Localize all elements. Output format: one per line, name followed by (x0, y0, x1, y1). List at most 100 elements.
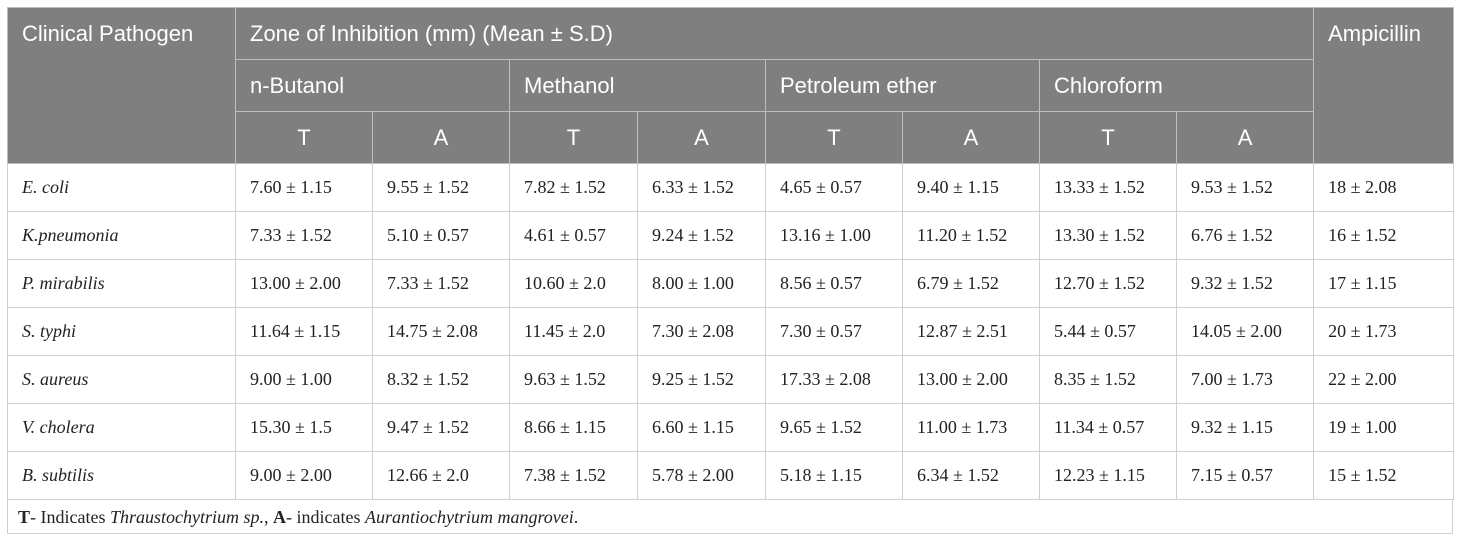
ampicillin-value-cell: 22 ± 2.00 (1313, 355, 1455, 404)
table-row: S. typhi 11.64 ± 1.15 14.75 ± 2.08 11.45 ± … (7, 307, 1455, 356)
inhibition-value-cell: 11.00 ± 1.73 (902, 403, 1040, 452)
inhibition-value-cell: 6.79 ± 1.52 (902, 259, 1040, 308)
inhibition-value-cell: 11.20 ± 1.52 (902, 211, 1040, 260)
inhibition-value-cell: 9.32 ± 1.15 (1175, 403, 1315, 452)
ampicillin-value-cell: 15 ± 1.52 (1313, 451, 1455, 500)
zone-of-inhibition-table: Clinical Pathogen Zone of Inhibition (mm… (7, 7, 1455, 500)
inhibition-value-cell: 8.56 ± 0.57 (765, 259, 903, 308)
footnote-a-text: - indicates (286, 507, 365, 527)
header-sub-t: T (509, 111, 638, 164)
inhibition-value-cell: 5.18 ± 1.15 (765, 451, 903, 500)
inhibition-value-cell: 9.32 ± 1.52 (1175, 259, 1315, 308)
footnote-a-species: Aurantiochytrium mangrovei (364, 507, 574, 527)
inhibition-value-cell: 9.53 ± 1.52 (1175, 163, 1315, 212)
inhibition-value-cell: 14.75 ± 2.08 (372, 307, 510, 356)
inhibition-value-cell: 13.16 ± 1.00 (765, 211, 903, 260)
inhibition-value-cell: 7.33 ± 1.52 (235, 211, 373, 260)
inhibition-value-cell: 10.60 ± 2.0 (509, 259, 638, 308)
inhibition-value-cell: 9.47 ± 1.52 (372, 403, 510, 452)
inhibition-value-cell: 13.30 ± 1.52 (1039, 211, 1177, 260)
table-row: V. cholera 15.30 ± 1.5 9.47 ± 1.52 8.66 ± 1… (7, 403, 1455, 452)
footnote-a-key: A (273, 507, 286, 527)
inhibition-value-cell: 9.00 ± 1.00 (235, 355, 373, 404)
inhibition-value-cell: 9.55 ± 1.52 (372, 163, 510, 212)
inhibition-value-cell: 12.23 ± 1.15 (1039, 451, 1177, 500)
pathogen-name-cell: P. mirabilis (7, 259, 236, 308)
inhibition-value-cell: 9.00 ± 2.00 (235, 451, 373, 500)
ampicillin-value-cell: 17 ± 1.15 (1313, 259, 1455, 308)
pathogen-name-cell: K.pneumonia (7, 211, 236, 260)
inhibition-value-cell: 6.60 ± 1.15 (637, 403, 766, 452)
inhibition-value-cell: 7.15 ± 0.57 (1175, 451, 1315, 500)
header-zone-of-inhibition: Zone of Inhibition (mm) (Mean ± S.D) (234, 7, 1315, 60)
header-sub-t: T (235, 111, 373, 164)
inhibition-value-cell: 7.30 ± 2.08 (637, 307, 766, 356)
inhibition-value-cell: 12.70 ± 1.52 (1039, 259, 1177, 308)
inhibition-value-cell: 4.65 ± 0.57 (765, 163, 903, 212)
pathogen-name-cell: V. cholera (7, 403, 236, 452)
header-solvent-n-butanol: n-Butanol (235, 59, 510, 112)
inhibition-value-cell: 7.60 ± 1.15 (235, 163, 373, 212)
inhibition-value-cell: 4.61 ± 0.57 (509, 211, 638, 260)
footnote-t-species: Thraustochytrium sp. (109, 507, 264, 527)
pathogen-name-cell: B. subtilis (7, 451, 236, 500)
inhibition-value-cell: 6.34 ± 1.52 (902, 451, 1040, 500)
header-solvent-petroleum-ether: Petroleum ether (765, 59, 1040, 112)
inhibition-value-cell: 13.33 ± 1.52 (1039, 163, 1177, 212)
header-sub-t: T (1039, 111, 1177, 164)
table-row: B. subtilis 9.00 ± 2.00 12.66 ± 2.0 7.38 ± … (7, 451, 1455, 500)
header-ampicillin: Ampicillin (1313, 7, 1455, 164)
header-sub-a: A (902, 111, 1040, 164)
ampicillin-value-cell: 18 ± 2.08 (1313, 163, 1455, 212)
inhibition-value-cell: 5.44 ± 0.57 (1039, 307, 1177, 356)
inhibition-value-cell: 9.24 ± 1.52 (637, 211, 766, 260)
inhibition-value-cell: 13.00 ± 2.00 (902, 355, 1040, 404)
inhibition-value-cell: 9.65 ± 1.52 (765, 403, 903, 452)
inhibition-value-cell: 14.05 ± 2.00 (1175, 307, 1315, 356)
inhibition-value-cell: 12.66 ± 2.0 (372, 451, 510, 500)
footnote-end: . (573, 507, 579, 527)
inhibition-value-cell: 8.35 ± 1.52 (1039, 355, 1177, 404)
header-solvent-methanol: Methanol (509, 59, 766, 112)
results-table-wrapper: Clinical Pathogen Zone of Inhibition (mm… (7, 7, 1455, 534)
header-solvent-chloroform: Chloroform (1038, 59, 1315, 112)
inhibition-value-cell: 7.30 ± 0.57 (765, 307, 903, 356)
header-sub-a: A (637, 111, 766, 164)
inhibition-value-cell: 11.64 ± 1.15 (235, 307, 373, 356)
footnote-t-key: T (18, 507, 31, 527)
inhibition-value-cell: 7.82 ± 1.52 (509, 163, 638, 212)
inhibition-value-cell: 5.10 ± 0.57 (372, 211, 510, 260)
pathogen-name-cell: S. aureus (7, 355, 236, 404)
inhibition-value-cell: 6.76 ± 1.52 (1175, 211, 1315, 260)
inhibition-value-cell: 7.00 ± 1.73 (1175, 355, 1315, 404)
inhibition-value-cell: 9.40 ± 1.15 (902, 163, 1040, 212)
table-row: K.pneumonia 7.33 ± 1.52 5.10 ± 0.57 4.61 ± … (7, 211, 1455, 260)
pathogen-name-cell: E. coli (7, 163, 236, 212)
inhibition-value-cell: 13.00 ± 2.00 (235, 259, 373, 308)
footnote-separator: , (264, 507, 273, 527)
inhibition-value-cell: 15.30 ± 1.5 (235, 403, 373, 452)
ampicillin-value-cell: 19 ± 1.00 (1313, 403, 1455, 452)
inhibition-value-cell: 9.63 ± 1.52 (509, 355, 638, 404)
header-sub-a: A (372, 111, 510, 164)
inhibition-value-cell: 11.34 ± 0.57 (1039, 403, 1177, 452)
table-body: E. coli 7.60 ± 1.15 9.55 ± 1.52 7.82 ± 1.52… (7, 163, 1455, 500)
table-row: S. aureus 9.00 ± 1.00 8.32 ± 1.52 9.63 ± 1.… (7, 355, 1455, 404)
inhibition-value-cell: 8.00 ± 1.00 (637, 259, 766, 308)
pathogen-name-cell: S. typhi (7, 307, 236, 356)
ampicillin-value-cell: 20 ± 1.73 (1313, 307, 1455, 356)
table-row: P. mirabilis 13.00 ± 2.00 7.33 ± 1.52 10.60… (7, 259, 1455, 308)
table-row: E. coli 7.60 ± 1.15 9.55 ± 1.52 7.82 ± 1.52… (7, 163, 1455, 212)
header-clinical-pathogen: Clinical Pathogen (7, 7, 236, 164)
inhibition-value-cell: 12.87 ± 2.51 (902, 307, 1040, 356)
header-sub-a: A (1175, 111, 1315, 164)
inhibition-value-cell: 8.32 ± 1.52 (372, 355, 510, 404)
inhibition-value-cell: 9.25 ± 1.52 (637, 355, 766, 404)
inhibition-value-cell: 17.33 ± 2.08 (765, 355, 903, 404)
inhibition-value-cell: 5.78 ± 2.00 (637, 451, 766, 500)
inhibition-value-cell: 7.38 ± 1.52 (509, 451, 638, 500)
inhibition-value-cell: 6.33 ± 1.52 (637, 163, 766, 212)
table-footnote: T- Indicates Thraustochytrium sp., A- in… (7, 500, 1453, 534)
inhibition-value-cell: 11.45 ± 2.0 (509, 307, 638, 356)
ampicillin-value-cell: 16 ± 1.52 (1313, 211, 1455, 260)
